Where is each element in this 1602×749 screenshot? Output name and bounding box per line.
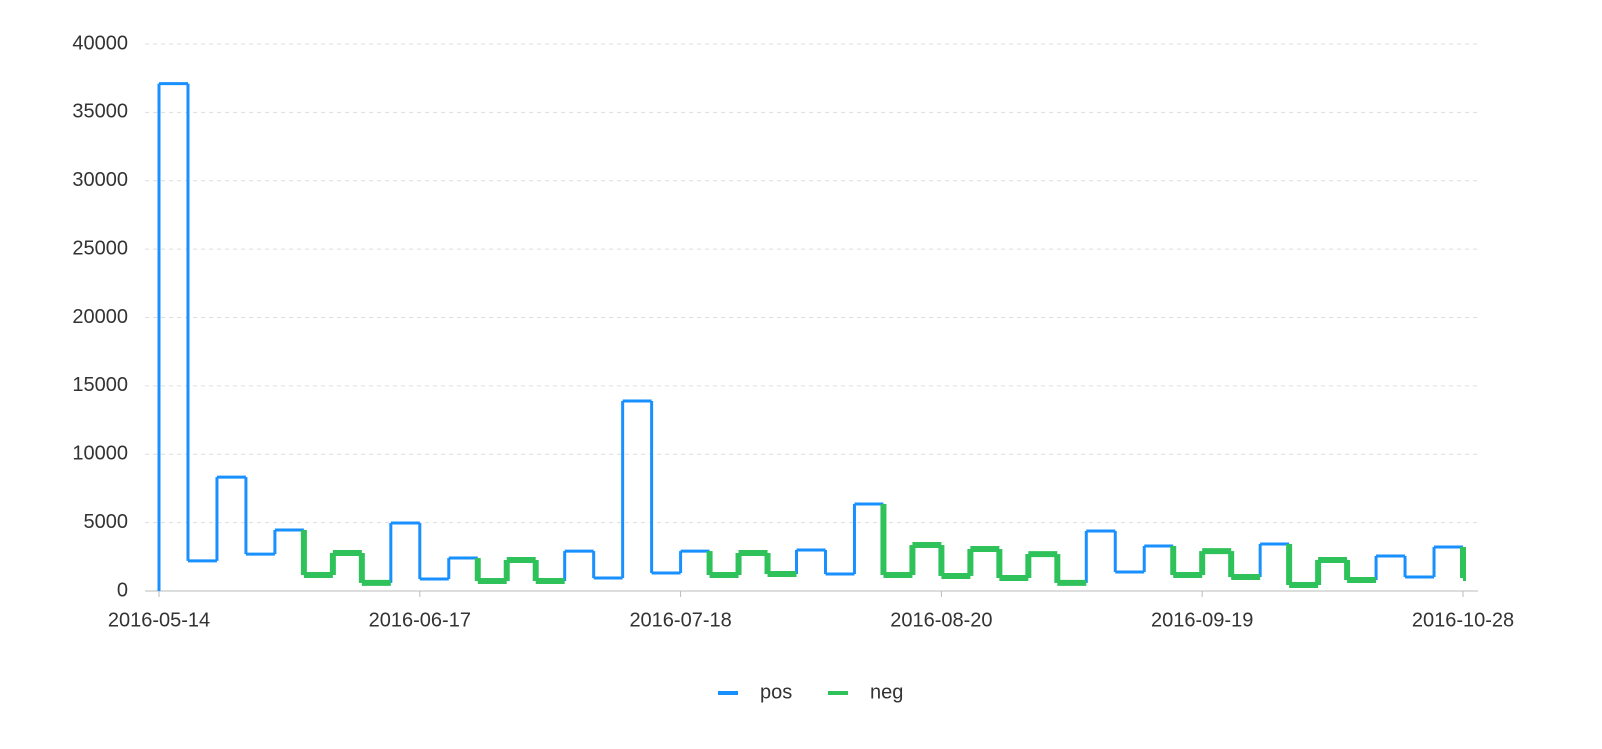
y-tick-label: 30000: [72, 169, 128, 191]
y-tick-label: 20000: [72, 306, 128, 328]
y-tick-label: 40000: [72, 32, 128, 54]
legend-label: neg: [870, 681, 903, 703]
y-tick-label: 10000: [72, 443, 128, 465]
x-tick-label: 2016-07-18: [629, 609, 731, 631]
legend-label: pos: [760, 681, 792, 703]
x-tick-label: 2016-06-17: [369, 609, 471, 631]
x-tick-label: 2016-09-19: [1151, 609, 1253, 631]
y-tick-label: 5000: [84, 511, 129, 533]
y-tick-label: 0: [117, 579, 128, 601]
y-tick-label: 15000: [72, 374, 128, 396]
x-tick-label: 2016-10-28: [1412, 609, 1514, 631]
x-tick-label: 2016-05-14: [108, 609, 210, 631]
y-tick-label: 35000: [72, 101, 128, 123]
x-tick-label: 2016-08-20: [890, 609, 992, 631]
y-tick-label: 25000: [72, 237, 128, 259]
